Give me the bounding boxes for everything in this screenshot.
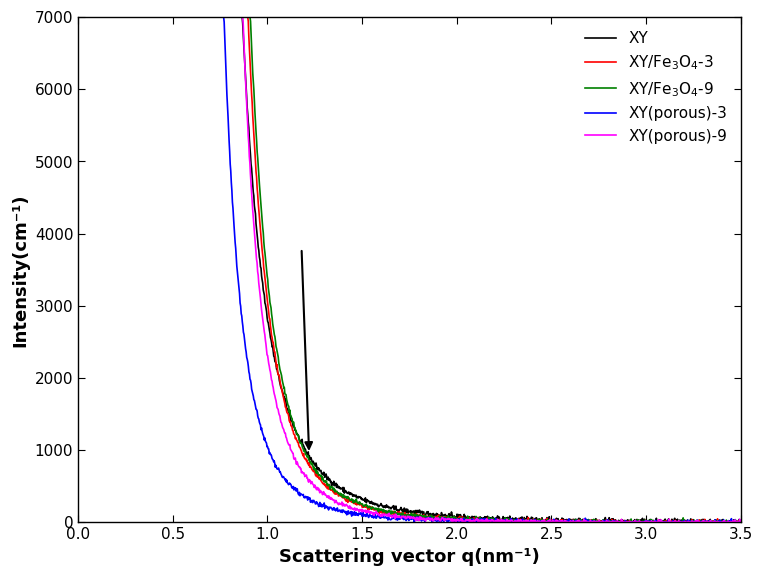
Line: XY/Fe$_3$O$_4$-3: XY/Fe$_3$O$_4$-3 xyxy=(188,17,741,522)
XY(porous)-3 xyxy=(437,519,446,526)
XY xyxy=(540,519,549,526)
XY/Fe$_3$O$_4$-3 xyxy=(183,14,193,21)
XY xyxy=(563,518,572,524)
Y-axis label: Intensity(cm⁻¹): Intensity(cm⁻¹) xyxy=(11,193,29,347)
XY/Fe$_3$O$_4$-3 xyxy=(564,518,573,524)
XY/Fe$_3$O$_4$-9 xyxy=(563,519,572,526)
XY(porous)-3 xyxy=(410,515,419,522)
XY(porous)-9 xyxy=(182,14,191,21)
XY/Fe$_3$O$_4$-9 xyxy=(488,519,497,526)
Line: XY(porous)-9: XY(porous)-9 xyxy=(186,17,741,522)
XY xyxy=(614,518,623,524)
XY(porous)-3 xyxy=(626,519,635,526)
XY(porous)-9 xyxy=(736,519,746,526)
XY(porous)-9 xyxy=(458,519,468,526)
XY/Fe$_3$O$_4$-3 xyxy=(427,514,436,520)
XY/Fe$_3$O$_4$-3 xyxy=(625,518,634,524)
Line: XY: XY xyxy=(186,17,741,522)
XY(porous)-3 xyxy=(187,14,196,21)
XY/Fe$_3$O$_4$-3 xyxy=(615,519,624,526)
XY xyxy=(406,508,415,515)
XY/Fe$_3$O$_4$-9 xyxy=(406,510,416,517)
XY/Fe$_3$O$_4$-3 xyxy=(407,511,416,518)
XY(porous)-9 xyxy=(426,517,435,524)
Line: XY(porous)-3: XY(porous)-3 xyxy=(192,17,741,522)
XY(porous)-9 xyxy=(238,21,248,28)
XY/Fe$_3$O$_4$-3 xyxy=(481,519,490,526)
XY(porous)-9 xyxy=(625,519,634,526)
XY(porous)-3 xyxy=(429,516,438,523)
XY(porous)-3 xyxy=(565,518,574,525)
XY/Fe$_3$O$_4$-9 xyxy=(239,14,248,21)
XY xyxy=(182,14,191,21)
XY(porous)-9 xyxy=(615,518,624,525)
XY(porous)-3 xyxy=(616,519,625,526)
Line: XY/Fe$_3$O$_4$-9: XY/Fe$_3$O$_4$-9 xyxy=(187,17,741,522)
XY/Fe$_3$O$_4$-3 xyxy=(240,14,249,21)
XY/Fe$_3$O$_4$-3 xyxy=(736,519,746,526)
X-axis label: Scattering vector q(nm⁻¹): Scattering vector q(nm⁻¹) xyxy=(279,548,540,566)
XY(porous)-3 xyxy=(736,518,746,525)
XY xyxy=(736,518,746,524)
XY(porous)-3 xyxy=(243,359,252,366)
XY/Fe$_3$O$_4$-9 xyxy=(615,518,624,524)
XY xyxy=(238,20,248,27)
XY(porous)-9 xyxy=(563,519,572,526)
XY xyxy=(426,510,435,517)
XY/Fe$_3$O$_4$-9 xyxy=(736,519,746,526)
XY/Fe$_3$O$_4$-9 xyxy=(426,512,435,519)
XY(porous)-9 xyxy=(406,514,416,521)
XY/Fe$_3$O$_4$-9 xyxy=(625,519,634,526)
Legend: XY, XY/Fe$_3$O$_4$-3, XY/Fe$_3$O$_4$-9, XY(porous)-3, XY(porous)-9: XY, XY/Fe$_3$O$_4$-3, XY/Fe$_3$O$_4$-9, … xyxy=(579,25,733,150)
XY xyxy=(625,518,634,524)
XY/Fe$_3$O$_4$-9 xyxy=(183,14,192,21)
